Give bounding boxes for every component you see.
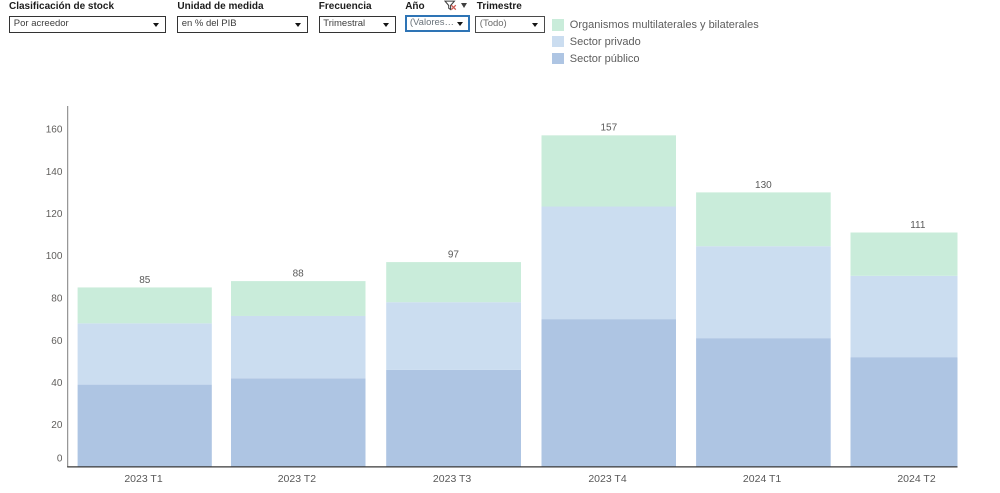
svg-text:2023 T3: 2023 T3 (433, 473, 471, 485)
svg-text:160: 160 (46, 125, 63, 136)
svg-text:2024 T2: 2024 T2 (897, 473, 935, 485)
svg-text:85: 85 (139, 275, 151, 286)
svg-text:80: 80 (51, 294, 63, 305)
svg-text:97: 97 (448, 250, 460, 261)
svg-text:60: 60 (51, 336, 63, 347)
svg-text:0: 0 (57, 453, 63, 464)
svg-text:157: 157 (600, 123, 617, 134)
svg-text:130: 130 (755, 180, 772, 191)
svg-text:120: 120 (46, 209, 63, 220)
svg-text:2023 T1: 2023 T1 (124, 473, 162, 485)
svg-text:140: 140 (46, 167, 63, 178)
svg-text:2024 T1: 2024 T1 (743, 473, 781, 485)
svg-text:2023 T4: 2023 T4 (588, 473, 626, 485)
svg-text:2023 T2: 2023 T2 (278, 473, 316, 485)
svg-text:111: 111 (910, 220, 926, 231)
svg-text:88: 88 (293, 269, 305, 280)
svg-text:40: 40 (51, 378, 63, 389)
svg-text:20: 20 (51, 420, 63, 431)
svg-text:100: 100 (46, 251, 63, 262)
